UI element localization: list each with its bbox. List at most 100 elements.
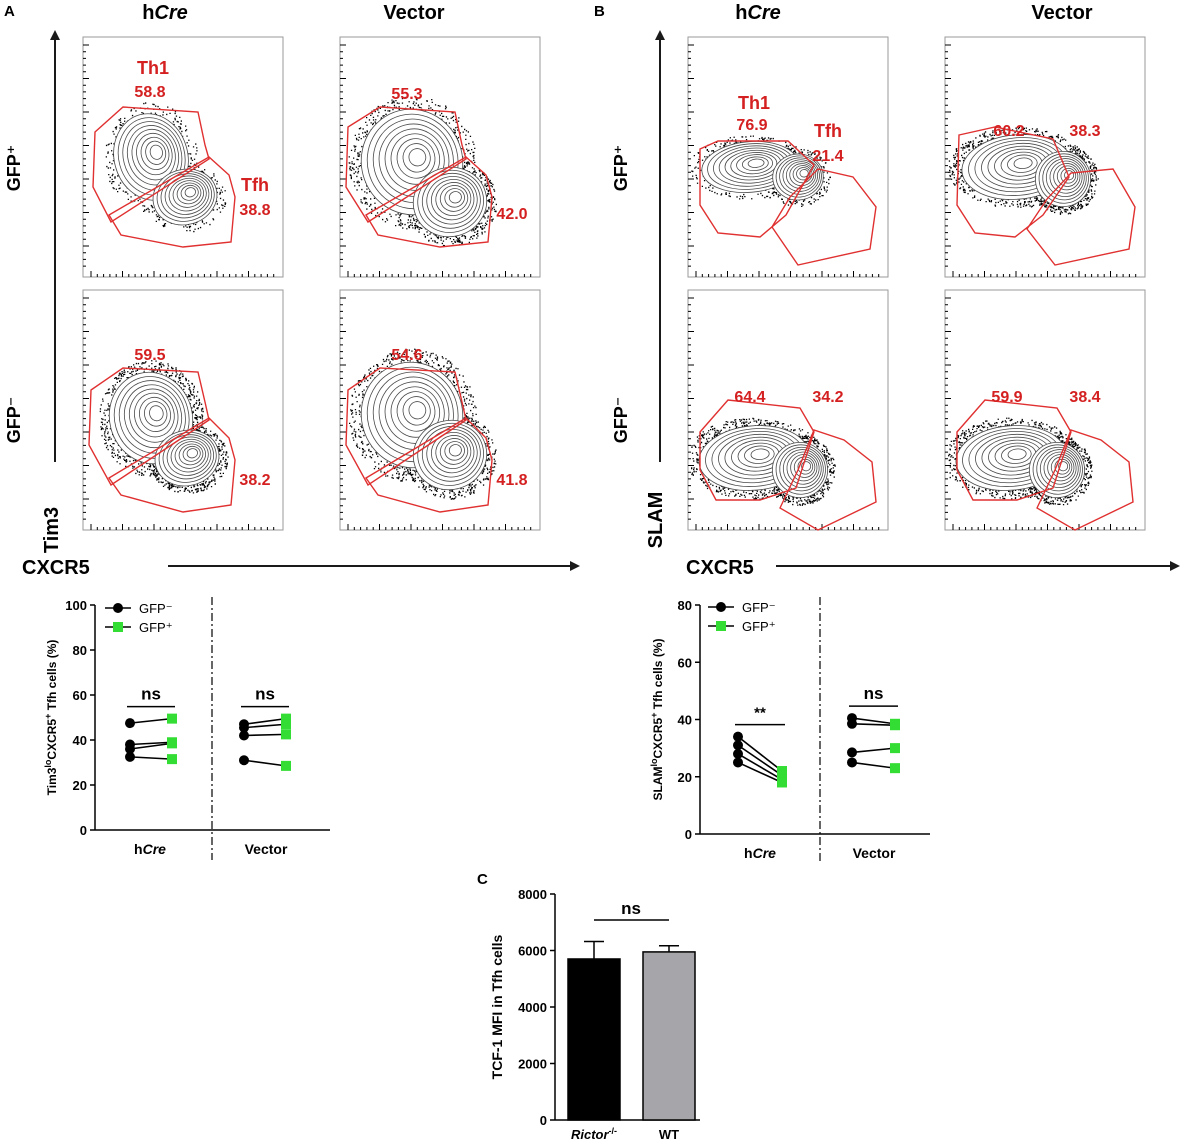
contour-ring	[1001, 445, 1032, 464]
y-tick-label: 40	[73, 733, 87, 748]
tfh-gate	[1026, 168, 1136, 266]
flow-plot-a-3: 59.5 38.2	[82, 289, 284, 531]
tfh-gate-name: Tfh	[241, 175, 269, 195]
tfh-percentage: 38.2	[239, 472, 270, 489]
pair-line	[851, 717, 896, 725]
x-category-label: hCre	[134, 841, 166, 857]
contour-ring	[775, 155, 822, 198]
pair-line	[243, 733, 287, 737]
tfh-gate	[364, 417, 493, 513]
contour-ring	[435, 182, 472, 217]
gfp-neg-point	[733, 731, 743, 742]
bar-1	[642, 951, 696, 1121]
tfh-contours	[1029, 441, 1086, 498]
y-tick-label: 40	[678, 713, 692, 728]
contour-ring	[750, 448, 770, 460]
legend-marker-gfp-neg	[113, 603, 123, 613]
contour-ring	[168, 177, 207, 212]
contour-ring	[145, 140, 167, 165]
contour-ring	[1038, 153, 1089, 204]
tfh-percentage: 42.0	[496, 206, 527, 223]
panel-b-header-vector: Vector	[1031, 2, 1092, 24]
panel-b-row-gfp-neg: GFP⁻	[611, 397, 631, 444]
contour-ring	[448, 191, 462, 204]
contour-ring	[162, 434, 215, 480]
gfp-neg-point	[733, 748, 743, 759]
flow-plot-a-2: 55.3 42.0	[339, 36, 541, 278]
y-tick-label: 20	[678, 770, 692, 785]
y-tick-label: 0	[80, 823, 87, 838]
flow-plot-ticks	[688, 44, 880, 277]
panel-a-header-vector: Vector	[383, 2, 444, 24]
contour-ring	[160, 173, 213, 219]
pair-line	[129, 756, 173, 760]
gfp-pos-point	[281, 713, 291, 724]
significance-label: ns	[141, 685, 161, 704]
contour-ring	[176, 182, 202, 205]
y-axis-label: TCF-1 MFI in Tfh cells	[489, 934, 505, 1079]
pair-line	[243, 723, 287, 729]
pair-line	[129, 717, 173, 724]
group-1: ns Vector	[239, 685, 291, 857]
contour-ring	[1047, 454, 1075, 482]
contour-ring	[744, 445, 775, 464]
y-axis-label: Tim3loCXCR5+ Tfh cells (%)	[43, 640, 59, 796]
contour-ring	[149, 144, 163, 160]
gfp-pos-point	[890, 743, 900, 754]
contour-ring	[421, 172, 481, 229]
tfh-percentage: 38.8	[239, 202, 270, 219]
bar-0	[567, 958, 621, 1121]
contour-ring	[790, 454, 818, 482]
gfp-neg-point	[239, 755, 249, 766]
tfh-gate	[108, 156, 236, 248]
th1-percentage: 59.5	[134, 347, 165, 364]
contour-ring	[402, 396, 431, 426]
tfh-gate-name: Tfh	[814, 121, 842, 141]
tfh-percentage: 21.4	[812, 148, 843, 165]
y-tick-label: 0	[540, 1113, 547, 1128]
pair-line	[129, 741, 173, 746]
gfp-pos-point	[167, 738, 177, 749]
flow-plot-ticks	[83, 297, 275, 530]
flow-plot-ticks	[340, 44, 532, 277]
contour-ring	[1007, 448, 1027, 460]
panel-a-header-hcre: hCre	[142, 2, 188, 24]
gfp-neg-point	[125, 744, 135, 754]
flow-plot-a-4: 54.6 41.8	[339, 289, 541, 531]
contour-ring	[444, 441, 465, 461]
contour-ring	[730, 152, 778, 178]
th1-gate	[345, 106, 467, 223]
gfp-pos-point	[890, 720, 900, 731]
tfh-contours	[154, 429, 220, 487]
contour-ring	[133, 392, 175, 438]
th1-gate	[92, 106, 210, 224]
flow-plot-ticks	[83, 44, 275, 277]
contour-ring	[801, 461, 812, 472]
gfp-pos-point	[281, 760, 291, 771]
tfh-gate	[1036, 429, 1134, 531]
contour-ring	[172, 180, 205, 208]
contour-ring	[1013, 157, 1033, 169]
gfp-neg-point	[125, 751, 135, 762]
y-tick-label: 6000	[518, 944, 547, 959]
tfh-contours	[152, 168, 218, 226]
contour-ring	[136, 132, 173, 176]
x-category-label: Vector	[245, 841, 288, 857]
contour-ring	[156, 171, 215, 222]
y-tick-label: 2000	[518, 1057, 547, 1072]
contour-ring	[174, 441, 207, 469]
contour-ring	[408, 148, 427, 167]
th1-gate	[956, 126, 1070, 238]
contour-ring	[170, 438, 209, 473]
contour-ring	[421, 425, 481, 482]
contour-ring	[396, 391, 436, 432]
flow-plot-b-1: 76.9 21.4 Th1 Tfh	[687, 36, 889, 278]
group-1: ns Vector	[847, 684, 900, 861]
x-category-label: Vector	[853, 845, 896, 861]
bar-chart-c: 0 2000 4000 6000 8000 TCF-1 MFI in Tfh cells R…	[489, 887, 700, 1142]
gfp-neg-point	[847, 757, 857, 768]
y-tick-label: 20	[73, 778, 87, 793]
tfh-gate	[107, 417, 236, 513]
y-tick-label: 8000	[518, 887, 547, 902]
